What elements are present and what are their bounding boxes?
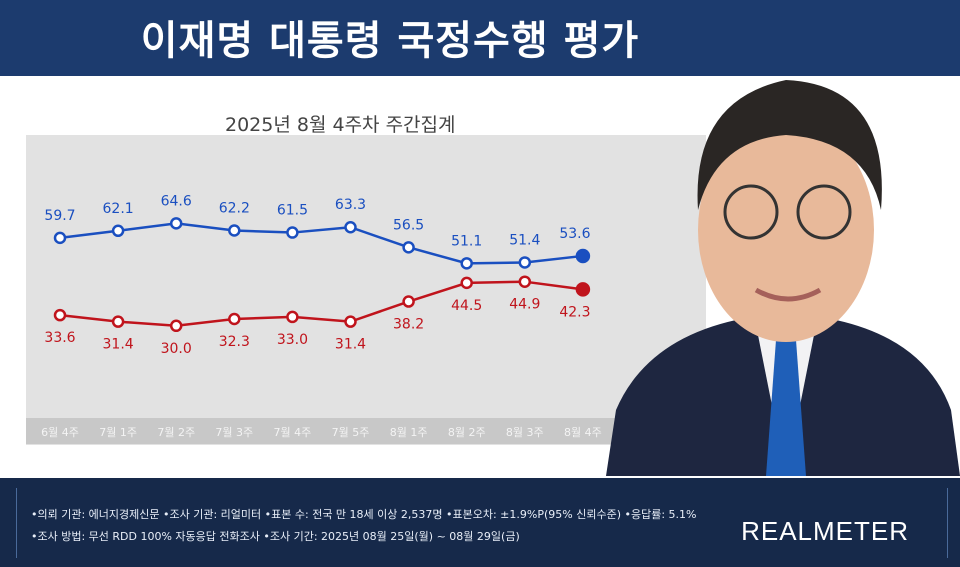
data-label: 33.0 bbox=[277, 332, 308, 348]
data-point bbox=[169, 319, 183, 333]
data-point bbox=[169, 217, 183, 230]
data-label: 59.7 bbox=[44, 208, 75, 224]
data-point bbox=[575, 282, 591, 297]
data-label: 44.9 bbox=[509, 297, 540, 313]
data-label: 44.5 bbox=[451, 298, 482, 314]
data-label: 61.5 bbox=[277, 203, 308, 219]
x-tick-label: 8월 4주 bbox=[564, 426, 602, 439]
x-tick-label: 6월 4주 bbox=[41, 426, 79, 439]
data-point bbox=[518, 275, 532, 288]
data-point bbox=[111, 224, 125, 238]
x-tick-label: 7월 3주 bbox=[215, 426, 253, 439]
data-point bbox=[228, 224, 241, 237]
header-banner: 이재명 대통령 국정수행 평가 bbox=[0, 0, 960, 76]
data-label: 31.4 bbox=[335, 337, 366, 353]
page-title: 이재명 대통령 국정수행 평가 bbox=[140, 18, 640, 64]
survey-info-line-1: •의뢰 기관: 에너지경제신문 •조사 기관: 리얼미터 •표본 수: 전국 만… bbox=[31, 508, 697, 521]
series-line bbox=[59, 222, 584, 265]
series-line bbox=[59, 280, 584, 328]
data-label: 64.6 bbox=[161, 193, 192, 209]
data-point bbox=[344, 220, 357, 234]
data-label: 56.5 bbox=[393, 217, 424, 233]
data-point bbox=[53, 231, 67, 245]
data-point bbox=[575, 248, 591, 264]
footer: •의뢰 기관: 에너지경제신문 •조사 기관: 리얼미터 •표본 수: 전국 만… bbox=[0, 478, 960, 567]
data-point bbox=[402, 295, 415, 308]
x-axis-band bbox=[26, 418, 706, 444]
data-label: 32.3 bbox=[219, 334, 250, 350]
data-point bbox=[460, 257, 473, 270]
x-tick-label: 7월 5주 bbox=[332, 426, 370, 439]
data-label: 51.1 bbox=[451, 233, 482, 249]
x-tick-label: 8월 3주 bbox=[506, 426, 544, 439]
data-label: 42.3 bbox=[559, 304, 590, 320]
data-point bbox=[344, 315, 357, 328]
chart-title: 2025년 8월 4주차 주간집계 bbox=[225, 114, 456, 136]
data-label: 63.3 bbox=[335, 197, 366, 213]
x-tick-label: 7월 1주 bbox=[99, 426, 137, 439]
x-tick-label: 8월 1주 bbox=[390, 426, 428, 439]
data-point bbox=[402, 241, 415, 254]
data-point bbox=[286, 310, 299, 324]
survey-info-box: •의뢰 기관: 에너지경제신문 •조사 기관: 리얼미터 •표본 수: 전국 만… bbox=[16, 488, 948, 558]
data-label: 62.1 bbox=[103, 201, 134, 217]
data-point bbox=[111, 315, 125, 328]
x-tick-label: 7월 4주 bbox=[274, 426, 312, 439]
data-label: 30.0 bbox=[161, 341, 192, 357]
data-label: 51.4 bbox=[509, 232, 540, 248]
realmeter-logo: REALMETER bbox=[741, 516, 909, 546]
chart-panel bbox=[26, 135, 706, 445]
data-label: 31.4 bbox=[103, 337, 134, 353]
x-tick-label: 8월 2주 bbox=[448, 426, 486, 439]
data-point bbox=[518, 256, 532, 269]
data-label: 38.2 bbox=[393, 317, 424, 333]
x-tick-label: 7월 2주 bbox=[157, 426, 195, 439]
data-point bbox=[53, 308, 67, 322]
data-point bbox=[228, 312, 241, 326]
data-point bbox=[286, 226, 299, 239]
data-point bbox=[460, 276, 473, 290]
survey-info-line-2: •조사 방법: 무선 RDD 100% 자동응답 전화조사 •조사 기간: 20… bbox=[31, 530, 520, 543]
data-label: 62.2 bbox=[219, 200, 250, 216]
president-portrait bbox=[606, 80, 960, 476]
data-label: 33.6 bbox=[44, 330, 75, 346]
data-label: 53.6 bbox=[559, 226, 590, 242]
